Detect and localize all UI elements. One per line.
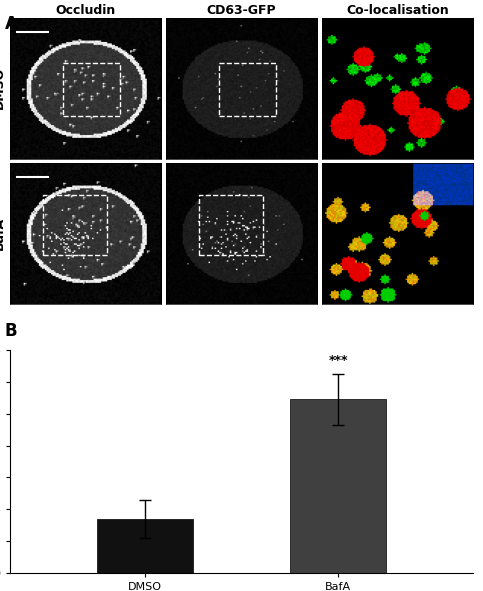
- Y-axis label: DMSO: DMSO: [0, 67, 5, 109]
- Y-axis label: BafA: BafA: [0, 217, 5, 250]
- Bar: [97, 519, 193, 573]
- Text: A: A: [5, 15, 18, 33]
- Bar: [290, 400, 386, 573]
- Text: ***: ***: [328, 354, 348, 367]
- Title: CD63-GFP: CD63-GFP: [207, 4, 276, 17]
- Text: B: B: [5, 322, 17, 340]
- Title: Occludin: Occludin: [55, 4, 115, 17]
- Title: Co-localisation: Co-localisation: [346, 4, 449, 17]
